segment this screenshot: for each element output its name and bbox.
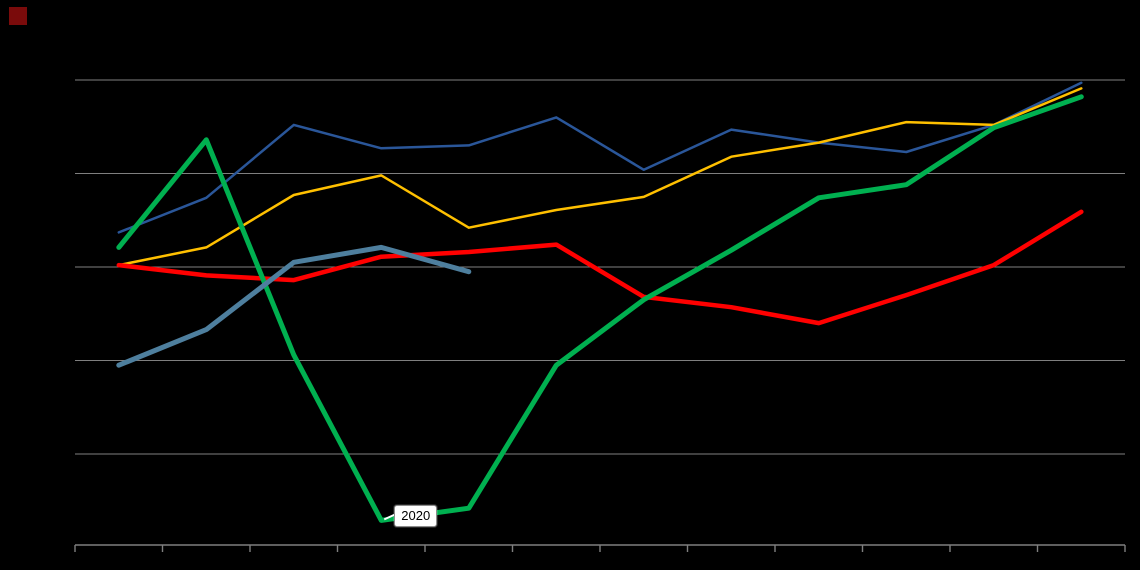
steel-blue-line [116,244,472,368]
red-line [116,209,1084,326]
annotation-label: 2020 [401,508,431,524]
navy-line [117,81,1083,234]
gold-line [117,87,1083,267]
annotation-2020: 2020 [394,505,438,528]
annotation-callout [383,513,396,521]
green-line [116,94,1084,523]
corner-mark [9,7,27,25]
